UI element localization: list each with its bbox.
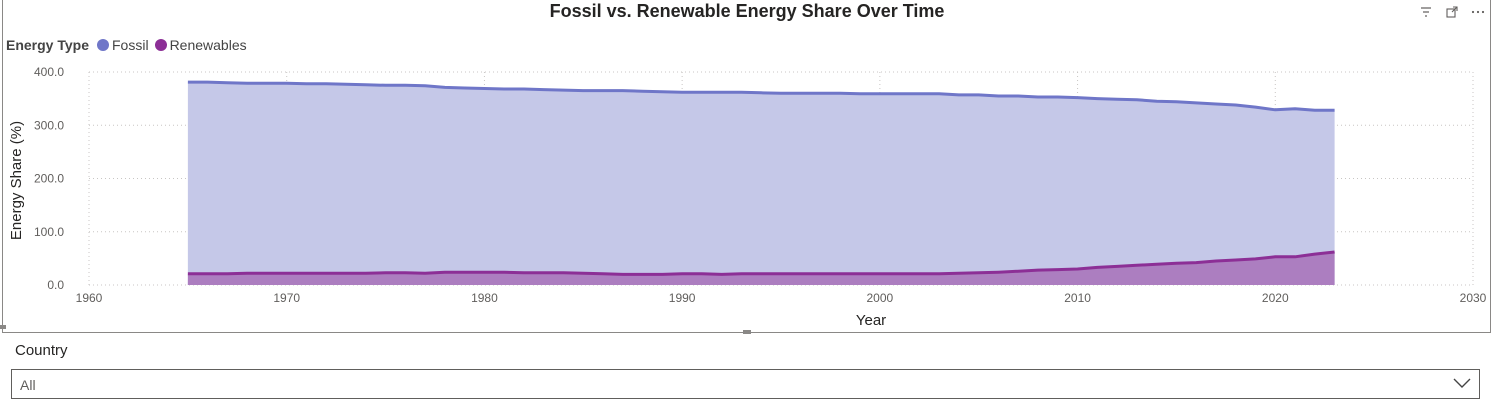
legend-label-fossil: Fossil	[112, 37, 149, 53]
more-options-icon[interactable]	[1470, 4, 1486, 20]
dropdown-selected-value: All	[20, 377, 36, 393]
y-tick-label: 100.0	[34, 225, 64, 239]
y-tick-label: 400.0	[34, 65, 64, 79]
focus-mode-icon[interactable]	[1444, 4, 1460, 20]
x-tick-label: 1980	[471, 291, 498, 305]
resize-handle-left[interactable]	[0, 325, 6, 329]
y-tick-label: 300.0	[34, 118, 64, 132]
y-axis-title: Energy Share (%)	[8, 121, 25, 240]
filter-icon[interactable]	[1418, 4, 1434, 20]
line-fossil	[187, 80, 1335, 112]
y-tick-label: 200.0	[34, 172, 64, 186]
area-chart: 0.0 100.0 200.0 300.0 400.0 1960 1970 1980 1990 2…	[8, 65, 1487, 329]
x-tick-label: 2000	[867, 291, 894, 305]
area-renewables	[187, 252, 1335, 285]
area-fossil	[187, 82, 1335, 285]
legend: Energy Type Fossil Renewables	[6, 36, 253, 54]
chart-title: Fossil vs. Renewable Energy Share Over T…	[549, 1, 945, 21]
chevron-down-icon	[1453, 378, 1471, 388]
x-tick-label: 2010	[1064, 291, 1091, 305]
x-axis-title: Year	[856, 312, 886, 329]
legend-dot-renewables	[154, 39, 167, 51]
x-tick-label: 1990	[669, 291, 696, 305]
country-dropdown[interactable]: All	[11, 369, 1480, 399]
legend-label-renewables: Renewables	[169, 37, 247, 53]
y-tick-label: 0.0	[47, 278, 64, 292]
legend-item-renewables[interactable]: Renewables	[154, 37, 247, 53]
resize-handle-bottom[interactable]	[743, 330, 751, 334]
legend-dot-fossil	[97, 39, 109, 51]
legend-title: Energy Type	[6, 37, 89, 53]
slicer-label: Country	[15, 342, 68, 359]
x-tick-label: 2030	[1460, 291, 1487, 305]
x-tick-label: 2020	[1262, 291, 1289, 305]
x-tick-label: 1970	[273, 291, 300, 305]
line-renewables	[187, 250, 1335, 276]
legend-item-fossil[interactable]: Fossil	[97, 37, 149, 53]
chart-visual[interactable]	[0, 0, 1491, 334]
x-tick-label: 1960	[76, 291, 103, 305]
